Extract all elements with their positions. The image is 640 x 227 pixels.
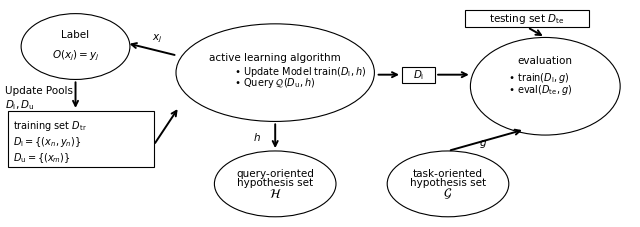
- Text: task-oriented: task-oriented: [413, 169, 483, 179]
- Text: $D_{\rm l}$: $D_{\rm l}$: [413, 68, 424, 81]
- Text: $\bullet$ train$(D_{\rm l}, g)$: $\bullet$ train$(D_{\rm l}, g)$: [508, 71, 569, 85]
- Text: $\bullet$ Query $\mathcal{Q}(D_{\rm u}, h)$: $\bullet$ Query $\mathcal{Q}(D_{\rm u}, …: [234, 76, 315, 90]
- Ellipse shape: [176, 24, 374, 121]
- Text: training set $D_{\rm tr}$
$D_{\rm l} = \{(x_n, y_n)\}$
$D_{\rm u} = \{(x_m)\}$: training set $D_{\rm tr}$ $D_{\rm l} = \…: [13, 119, 86, 165]
- Ellipse shape: [387, 151, 509, 217]
- Text: $O(x_j) = y_j$: $O(x_j) = y_j$: [52, 48, 99, 63]
- Text: Update Pools
$D_{\rm l}, D_{\rm u}$: Update Pools $D_{\rm l}, D_{\rm u}$: [5, 86, 73, 112]
- Text: $g$: $g$: [479, 138, 487, 150]
- Text: query-oriented: query-oriented: [236, 169, 314, 179]
- FancyBboxPatch shape: [8, 111, 154, 167]
- Ellipse shape: [214, 151, 336, 217]
- Text: $\bullet$ Update Model train$(D_{\rm l}, h)$: $\bullet$ Update Model train$(D_{\rm l},…: [234, 64, 366, 79]
- Text: evaluation: evaluation: [518, 56, 573, 66]
- Text: hypothesis set: hypothesis set: [237, 178, 313, 188]
- Ellipse shape: [21, 14, 130, 79]
- Text: $\mathcal{G}$: $\mathcal{G}$: [444, 187, 452, 201]
- Text: hypothesis set: hypothesis set: [410, 178, 486, 188]
- FancyBboxPatch shape: [402, 67, 435, 83]
- FancyBboxPatch shape: [465, 10, 589, 27]
- Text: $h$: $h$: [253, 131, 261, 143]
- Text: Label: Label: [61, 30, 90, 40]
- Text: active learning algorithm: active learning algorithm: [209, 53, 341, 63]
- Text: $x_j$: $x_j$: [152, 33, 162, 45]
- Text: $\mathcal{H}$: $\mathcal{H}$: [269, 188, 282, 201]
- Text: testing set $D_{\rm te}$: testing set $D_{\rm te}$: [490, 12, 564, 26]
- Ellipse shape: [470, 37, 620, 135]
- Text: $\bullet$ eval$(D_{\rm te}, g)$: $\bullet$ eval$(D_{\rm te}, g)$: [508, 83, 572, 97]
